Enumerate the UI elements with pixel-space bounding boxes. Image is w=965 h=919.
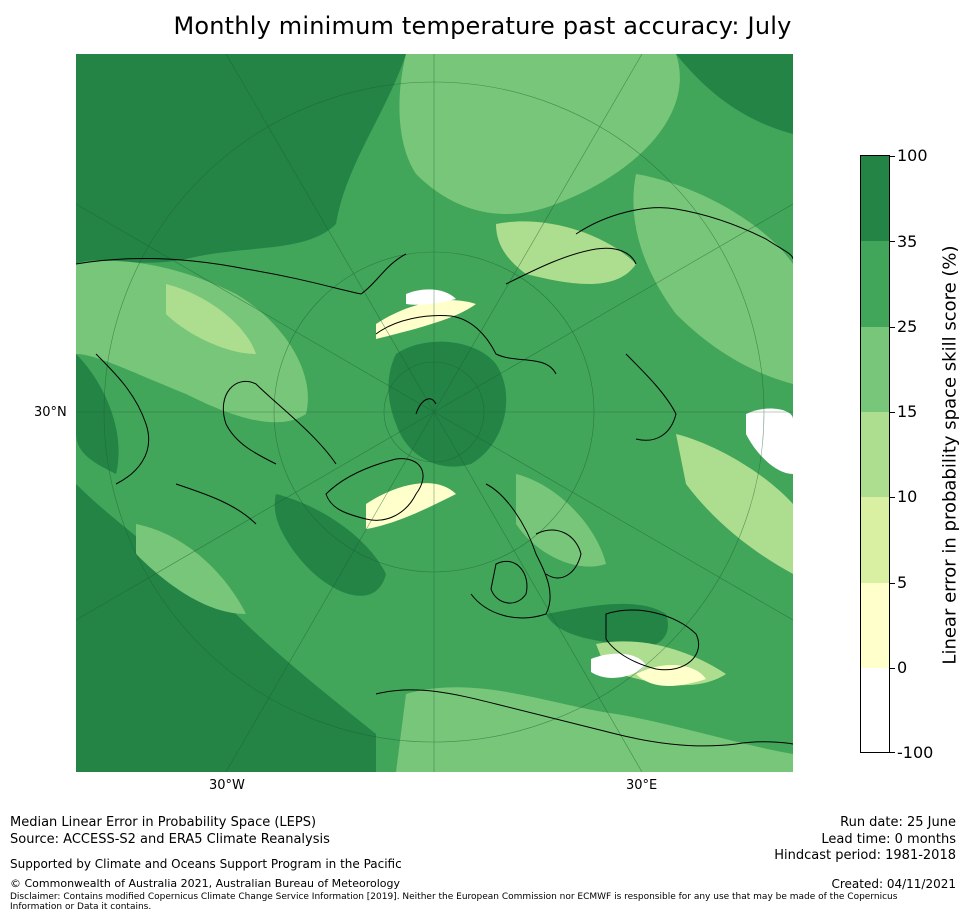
coastlines: [76, 207, 793, 747]
colorbar-tick: [889, 497, 895, 498]
footer-method: Median Linear Error in Probability Space…: [10, 815, 317, 830]
colorbar-bin-10-15: [861, 412, 889, 497]
colorbar-label-neg100: -100: [897, 743, 934, 762]
colorbar-bin-15-25: [861, 327, 889, 412]
footer-support: Supported by Climate and Oceans Support …: [10, 857, 402, 871]
colorbar-bin-5-10: [861, 497, 889, 583]
colorbar-label-100: 100: [897, 146, 928, 165]
colorbar-bin-neg100-0: [861, 668, 889, 752]
colorbar-tick: [889, 412, 895, 413]
graticule: [76, 54, 793, 772]
footer-copyright: © Commonwealth of Australia 2021, Austra…: [10, 877, 400, 890]
footer-disclaimer: Disclaimer: Contains modified Copernicus…: [10, 892, 898, 912]
colorbar-label-10: 10: [897, 487, 918, 506]
footer-hindcast: Hindcast period: 1981-2018: [774, 848, 956, 863]
colorbar-label-35: 35: [897, 232, 918, 251]
colorbar-bin-0-5: [861, 583, 889, 668]
colorbar-title: Linear error in probability space skill …: [939, 245, 961, 665]
colorbar-tick: [889, 156, 895, 157]
lat-label-30n: 30°N: [34, 405, 67, 420]
colorbar-tick: [889, 752, 895, 753]
colorbar-label-0: 0: [897, 658, 908, 677]
footer-run-date: Run date: 25 June: [840, 815, 956, 830]
colorbar-tick: [889, 327, 895, 328]
negative-skill-regions: [406, 289, 793, 678]
chart-title: Monthly minimum temperature past accurac…: [173, 12, 792, 40]
colorbar-label-15: 15: [897, 402, 918, 421]
lon-label-30e: 30°E: [626, 778, 658, 793]
colorbar-tick: [889, 241, 895, 242]
colorbar-tick: [889, 583, 895, 584]
colorbar-bin-35-100: [861, 156, 889, 241]
colorbar-label-25: 25: [897, 317, 918, 336]
colorbar: [860, 155, 890, 753]
near-zero-regions: [366, 300, 706, 686]
map-svg: [76, 54, 793, 772]
lon-label-30w: 30°W: [209, 778, 245, 793]
polar-map: [76, 54, 793, 772]
colorbar-tick: [889, 668, 895, 669]
footer-created: Created: 04/11/2021: [831, 877, 956, 891]
colorbar-label-5: 5: [897, 573, 908, 592]
footer-source: Source: ACCESS-S2 and ERA5 Climate Reana…: [10, 832, 330, 847]
footer-lead-time: Lead time: 0 months: [821, 832, 956, 847]
colorbar-bin-25-35: [861, 241, 889, 327]
